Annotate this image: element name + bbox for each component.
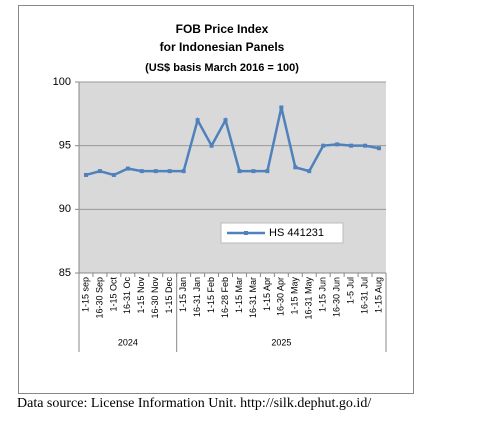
x-tick-label: 16-31 Jan (192, 277, 202, 317)
x-tick-label: 16-31 Jul (359, 277, 369, 314)
data-point (377, 146, 382, 151)
data-point (83, 172, 88, 177)
x-tick-label: 1-15 Dec (164, 277, 174, 314)
x-tick-label: 16-31 Oc (122, 277, 132, 315)
chart-title: FOB Price Index (176, 22, 269, 36)
legend-box (220, 222, 344, 244)
data-point (167, 169, 172, 174)
x-tick-label: 1-15 Nov (136, 277, 146, 314)
y-tick-label: 95 (59, 140, 71, 152)
data-point (265, 169, 270, 174)
data-point (293, 165, 298, 170)
source-note: Data source: License Information Unit. h… (17, 396, 372, 411)
data-point (181, 169, 186, 174)
data-point (335, 142, 340, 147)
x-tick-label: 16-31 May (304, 277, 314, 320)
data-point (209, 143, 214, 148)
data-point (125, 166, 130, 171)
x-tick-label: 16-31 Mar (248, 277, 258, 318)
series-line (85, 107, 380, 177)
data-point (139, 169, 144, 174)
y-tick-label: 100 (53, 76, 71, 88)
data-point (307, 169, 312, 174)
x-tick-label: 1-15 Apr (262, 277, 272, 311)
data-point (97, 169, 102, 174)
x-tick-label: 1-15 sep (80, 277, 90, 312)
data-point (111, 172, 116, 177)
data-point (153, 169, 158, 174)
y-tick-label: 90 (59, 203, 71, 215)
data-point (279, 105, 284, 110)
data-point (223, 118, 228, 123)
x-tick-label: 1-15 Feb (206, 277, 216, 313)
group-label: 2024 (118, 337, 138, 347)
legend-label: HS 441231 (269, 227, 324, 239)
data-point (363, 143, 368, 148)
x-tick-label: 1-15 Aug (373, 277, 383, 313)
x-tick-label: 1-15 Jan (178, 277, 188, 312)
y-tick-label: 85 (59, 267, 71, 279)
x-tick-label: 1-15 Mar (234, 277, 244, 313)
chart-subtitle: (US$ basis March 2016 = 100) (145, 62, 299, 74)
x-tick-label: 16-30 Jun (332, 277, 342, 317)
legend-marker (244, 231, 248, 235)
x-tick-label: 1-5 Jul (345, 277, 355, 304)
x-tick-label: 16-30 Nov (150, 277, 160, 319)
x-tick-label: 1-15 Oct (108, 277, 118, 312)
chart-title: for Indonesian Panels (160, 40, 285, 54)
data-point (251, 169, 256, 174)
data-point (195, 118, 200, 123)
x-tick-label: 16-30 Apr (276, 277, 286, 316)
x-tick-label: 1-15 Jun (318, 277, 328, 312)
x-tick-label: 16-30 Sep (94, 277, 104, 319)
group-label: 2025 (271, 337, 291, 347)
x-tick-label: 1-15 May (290, 277, 300, 315)
data-point (349, 143, 354, 148)
data-point (237, 169, 242, 174)
x-tick-label: 16-28 Feb (220, 277, 230, 318)
plot-area (79, 82, 386, 273)
data-point (321, 143, 326, 148)
